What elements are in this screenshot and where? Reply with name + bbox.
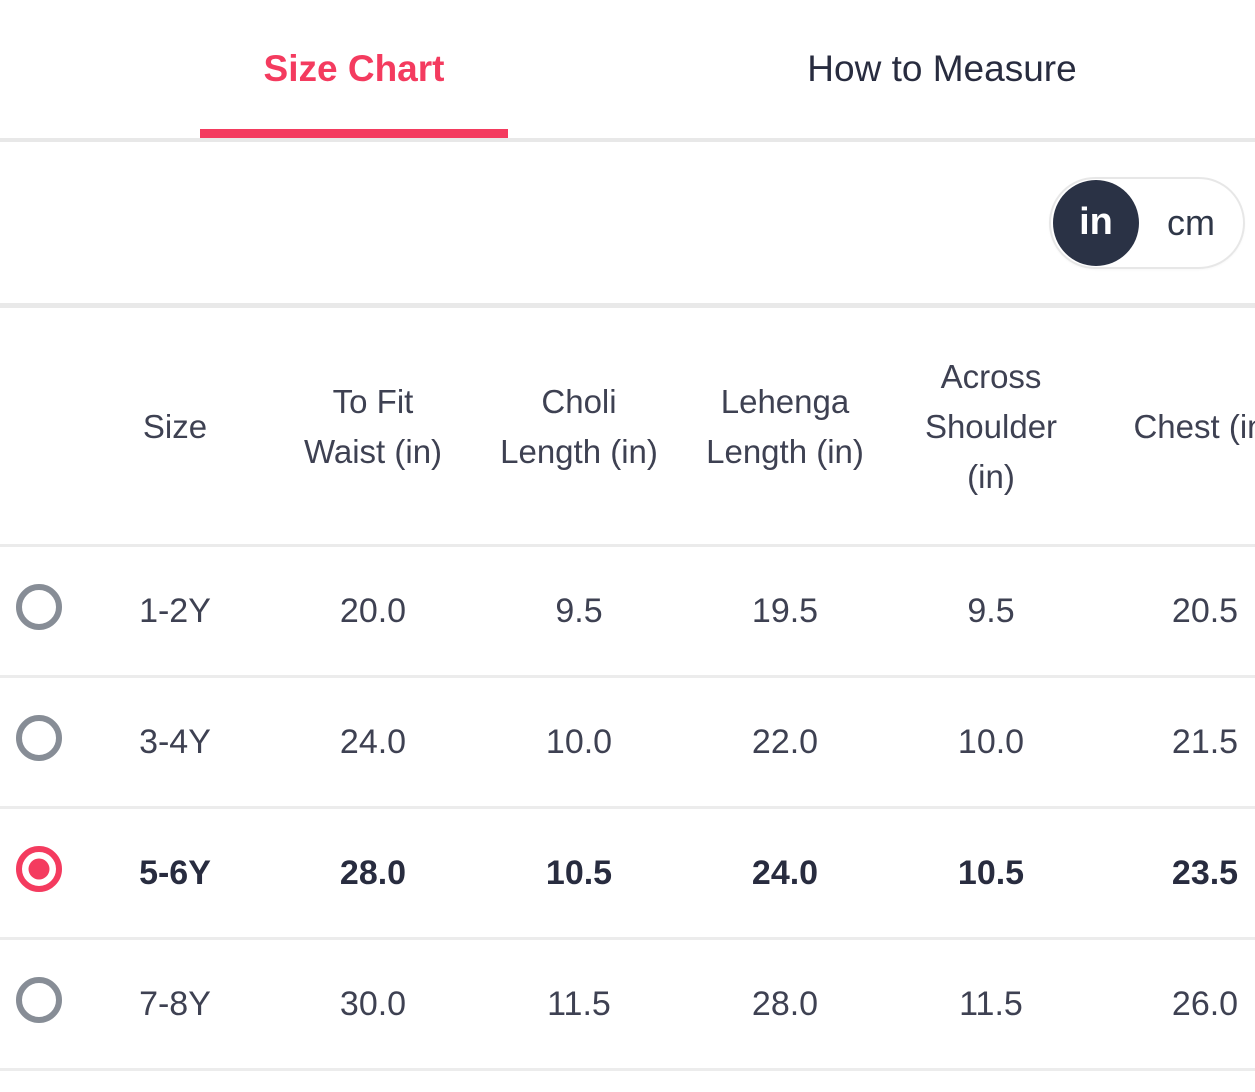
column-header-across-shoulder: Across Shoulder (in) [888,308,1094,547]
value-cell: 28.0 [339,853,407,892]
size-table: Size To Fit Waist (in) Choli Length (in)… [0,308,1255,1071]
tab-how-to-measure[interactable]: How to Measure [646,0,1238,138]
unit-option-in[interactable]: in [1053,179,1139,266]
tab-size-chart[interactable]: Size Chart [62,0,646,138]
value-cell: 24.0 [751,853,819,892]
column-header-to-fit-waist: To Fit Waist (in) [270,308,476,547]
size-table-container: Size To Fit Waist (in) Choli Length (in)… [0,308,1255,1071]
table-row[interactable]: 5-6Y 28.0 10.5 24.0 10.5 23.5 [0,808,1255,939]
value-cell: 10.0 [957,722,1025,761]
value-cell: 10.0 [545,722,613,761]
size-radio[interactable] [16,976,62,1023]
value-cell: 11.5 [547,984,611,1023]
value-cell: 24.0 [339,722,407,761]
value-cell: 23.5 [1171,853,1239,892]
table-row[interactable]: 3-4Y 24.0 10.0 22.0 10.0 21.5 [0,677,1255,808]
value-cell: 26.0 [1171,984,1239,1023]
value-cell: 9.5 [967,591,1015,630]
header-row: Size To Fit Waist (in) Choli Length (in)… [0,308,1255,547]
value-cell: 21.5 [1171,722,1239,761]
size-radio-selected[interactable] [16,845,62,892]
tab-bar: Size Chart How to Measure [0,0,1255,142]
table-row[interactable]: 7-8Y 30.0 11.5 28.0 11.5 26.0 [0,939,1255,1070]
unit-toggle[interactable]: in cm [1049,176,1245,269]
value-cell: 20.0 [339,591,407,630]
value-cell: 19.5 [751,591,819,630]
size-cell: 7-8Y [139,984,211,1023]
value-cell: 9.5 [555,591,603,630]
unit-option-cm[interactable]: cm [1167,201,1215,243]
column-header-lehenga-length: Lehenga Length (in) [682,308,888,547]
value-cell: 30.0 [339,984,407,1023]
column-header-choli-length: Choli Length (in) [476,308,682,547]
column-header-chest: Chest (in) [1094,308,1255,547]
size-cell: 5-6Y [139,853,211,892]
active-tab-underline [200,129,508,138]
value-cell: 28.0 [751,984,819,1023]
size-radio[interactable] [16,714,62,761]
unit-toggle-row: in cm [0,142,1255,308]
value-cell: 10.5 [957,853,1025,892]
size-cell: 1-2Y [139,591,211,630]
radio-column-header [0,308,80,547]
value-cell: 11.5 [959,984,1023,1023]
value-cell: 10.5 [545,853,613,892]
tab-size-chart-label: Size Chart [263,48,445,89]
size-radio[interactable] [16,583,62,630]
value-cell: 22.0 [751,722,819,761]
table-row[interactable]: 1-2Y 20.0 9.5 19.5 9.5 20.5 [0,546,1255,677]
size-cell: 3-4Y [139,722,211,761]
value-cell: 20.5 [1171,591,1239,630]
column-header-size: Size [80,308,270,547]
tab-how-to-measure-label: How to Measure [807,48,1077,89]
